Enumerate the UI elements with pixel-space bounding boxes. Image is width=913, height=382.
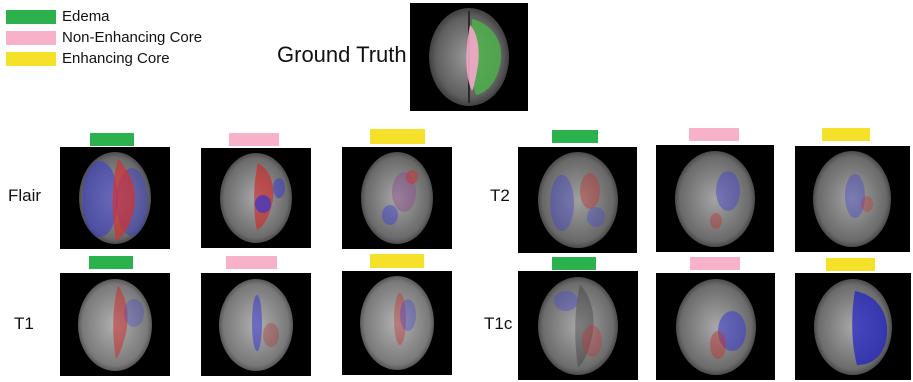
ground-truth-label: Ground Truth [277, 42, 407, 67]
row-label-t1c: T1c [484, 314, 513, 333]
legend-label-enhancing-core: Enhancing Core [62, 50, 170, 67]
brain-t1c-non-enhancing [656, 273, 775, 380]
brain-t1-non-enhancing [201, 273, 311, 376]
brain-t2-enhancing [795, 146, 910, 252]
legend-label-non-enhancing-core: Non-Enhancing Core [62, 29, 203, 46]
brain-t2-edema [518, 147, 637, 253]
legend-label-edema: Edema [62, 8, 110, 25]
brain-flair-enhancing [342, 147, 452, 249]
row-label-t2: T2 [490, 186, 510, 205]
bar-edema-t1 [89, 256, 133, 269]
brain-t1c-enhancing [795, 273, 911, 380]
legend-non-enhancing-core: Non-Enhancing Core [6, 29, 202, 46]
brain-t1-enhancing [342, 271, 452, 375]
ground-truth-image [410, 3, 528, 111]
bar-non-enhancing-t1c [690, 257, 740, 270]
bar-edema-t2 [552, 130, 598, 143]
row-label-t1: T1 [14, 314, 34, 333]
brain-flair-edema [60, 147, 170, 249]
legend-swatch-non-enhancing-core [6, 30, 56, 45]
legend-edema: Edema [6, 8, 110, 25]
bar-enhancing-t1c [826, 258, 875, 271]
bar-non-enhancing-t1 [226, 256, 277, 269]
brain-t2-non-enhancing [656, 145, 774, 252]
bar-non-enhancing-t2 [689, 128, 739, 141]
brain-t1c-edema [518, 271, 638, 380]
bar-non-enhancing-flair [229, 133, 279, 146]
brain-t1-edema [60, 273, 170, 376]
bar-enhancing-t2 [822, 128, 870, 141]
legend-swatch-enhancing-core [6, 51, 56, 66]
bar-edema-t1c [552, 257, 596, 270]
legend-enhancing-core: Enhancing Core [6, 50, 170, 67]
bar-enhancing-t1 [370, 254, 424, 268]
legend-swatch-edema [6, 9, 56, 24]
brain-flair-non-enhancing [201, 148, 311, 248]
bar-enhancing-flair [370, 129, 425, 144]
bar-edema-flair [90, 133, 134, 146]
row-label-flair: Flair [8, 186, 42, 205]
